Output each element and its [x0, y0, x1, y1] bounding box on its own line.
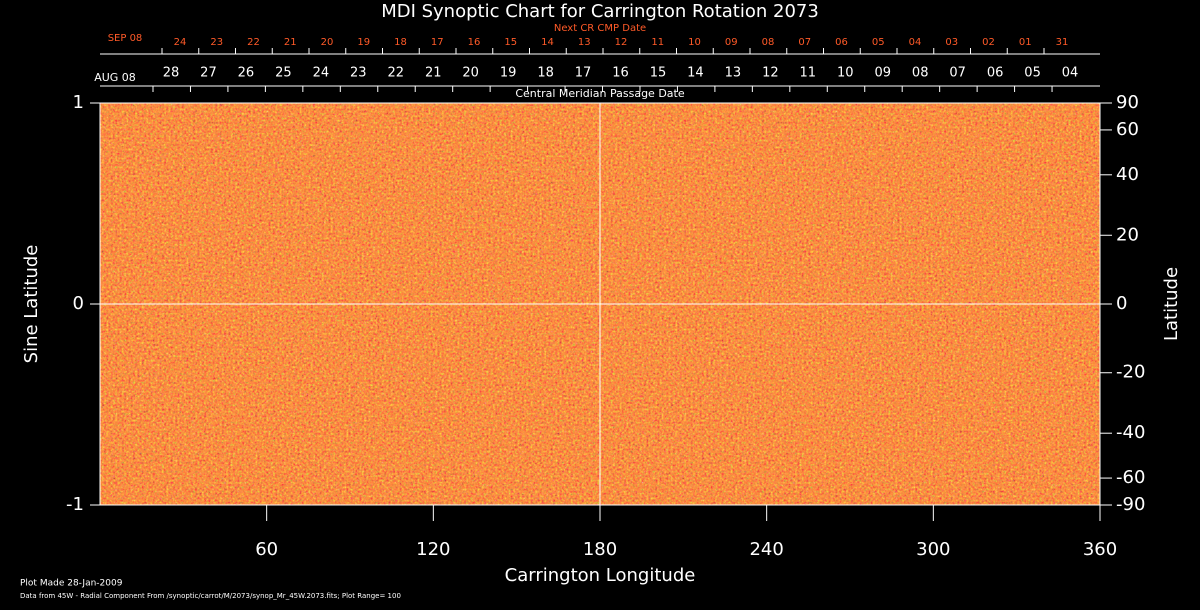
- cmp-date: 07: [949, 66, 966, 81]
- next-date: 08: [762, 37, 775, 48]
- next-date: 07: [798, 37, 811, 48]
- x-tick-label: 180: [583, 539, 617, 560]
- cmp-date: 12: [762, 66, 779, 81]
- cmp-date: 22: [387, 66, 404, 81]
- cmp-date: 19: [500, 66, 517, 81]
- cmp-date: 05: [1024, 66, 1041, 81]
- y2-axis-label: Latitude: [1161, 267, 1182, 341]
- next-date: 22: [247, 37, 260, 48]
- x-tick-label: 360: [1083, 539, 1117, 560]
- next-date: 31: [1056, 37, 1069, 48]
- next-date: 14: [541, 37, 554, 48]
- y2-tick-label: -20: [1116, 362, 1145, 383]
- cmp-date: 10: [837, 66, 854, 81]
- next-date: 03: [945, 37, 958, 48]
- cmp-date: 13: [725, 66, 742, 81]
- next-date: 13: [578, 37, 591, 48]
- x-tick-label: 60: [255, 539, 278, 560]
- next-date: 21: [284, 37, 297, 48]
- next-date: 06: [835, 37, 848, 48]
- next-date: 16: [468, 37, 481, 48]
- next-date: 05: [872, 37, 885, 48]
- x-tick-label: 120: [416, 539, 450, 560]
- cmp-date: 09: [874, 66, 891, 81]
- footer-line: Data from 45W - Radial Component From /s…: [20, 592, 401, 600]
- next-axis-label: Next CR CMP Date: [554, 23, 646, 34]
- cmp-date: 18: [537, 66, 554, 81]
- next-date: 01: [1019, 37, 1032, 48]
- next-date: 20: [321, 37, 334, 48]
- y2-tick-label: 60: [1116, 119, 1139, 140]
- y-tick-label: 1: [73, 92, 84, 113]
- next-date: 02: [982, 37, 995, 48]
- y-tick-label: -1: [66, 494, 84, 515]
- cmp-axis-label: Central Meridian Passage Date: [515, 87, 684, 100]
- y2-tick-label: -90: [1116, 494, 1145, 515]
- cmp-date: 20: [462, 66, 479, 81]
- next-date: 11: [651, 37, 664, 48]
- cmp-date: 27: [200, 66, 217, 81]
- y2-tick-label: 0: [1116, 293, 1127, 314]
- next-date: 18: [394, 37, 407, 48]
- next-date: 12: [615, 37, 628, 48]
- next-date: 19: [357, 37, 370, 48]
- cmp-date: 25: [275, 66, 292, 81]
- cmp-date: 08: [912, 66, 929, 81]
- next-date: 04: [909, 37, 922, 48]
- chart-title: MDI Synoptic Chart for Carrington Rotati…: [381, 1, 819, 22]
- x-axis-label: Carrington Longitude: [505, 565, 696, 586]
- cmp-date: 06: [987, 66, 1004, 81]
- cmp-date: 24: [313, 66, 330, 81]
- y-tick-label: 0: [73, 293, 84, 314]
- cmp-date: 21: [425, 66, 442, 81]
- y2-tick-label: 20: [1116, 224, 1139, 245]
- cmp-date: 26: [238, 66, 255, 81]
- cmp-start: AUG 08: [94, 71, 136, 84]
- cmp-date: 17: [575, 66, 592, 81]
- cmp-date: 16: [612, 66, 629, 81]
- y2-tick-label: 90: [1116, 92, 1139, 113]
- next-date: 24: [174, 37, 187, 48]
- next-start: SEP 08: [108, 33, 143, 44]
- next-date: 23: [210, 37, 223, 48]
- y2-tick-label: -40: [1116, 422, 1145, 443]
- cmp-date: 15: [650, 66, 667, 81]
- next-date: 17: [431, 37, 444, 48]
- cmp-date: 28: [163, 66, 180, 81]
- y2-tick-label: -60: [1116, 467, 1145, 488]
- footer-line: Plot Made 28-Jan-2009: [20, 579, 123, 589]
- next-date: 10: [688, 37, 701, 48]
- next-date: 15: [504, 37, 517, 48]
- cmp-date: 14: [687, 66, 704, 81]
- y-axis-label: Sine Latitude: [21, 245, 42, 364]
- cmp-date: 04: [1062, 66, 1079, 81]
- x-tick-label: 300: [916, 539, 950, 560]
- next-date: 09: [725, 37, 738, 48]
- cmp-date: 23: [350, 66, 367, 81]
- y2-tick-label: 40: [1116, 164, 1139, 185]
- cmp-date: 11: [800, 66, 817, 81]
- x-tick-label: 240: [749, 539, 783, 560]
